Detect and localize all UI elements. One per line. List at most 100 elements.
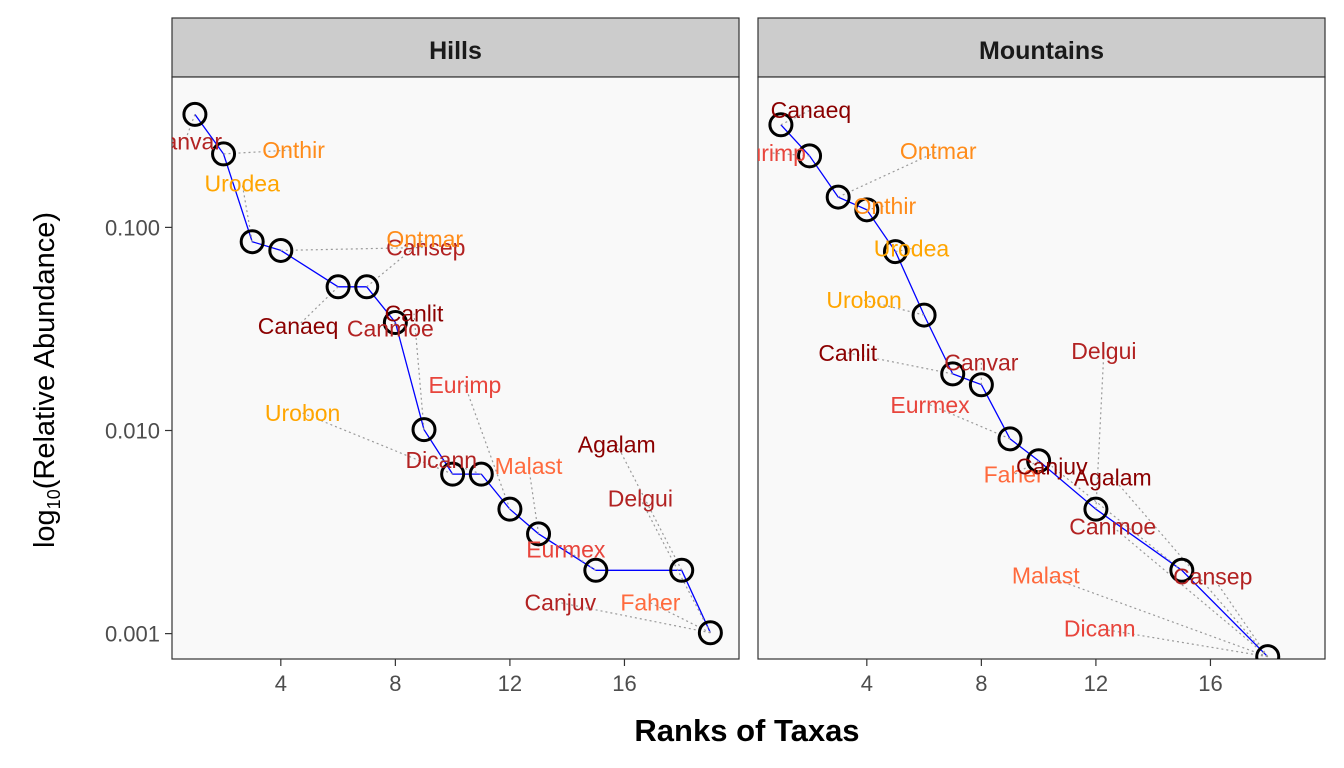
- x-tick-label: 4: [275, 671, 287, 696]
- panels-layer: Hills Canvar Onthir Urodea Cansep Canaeq Ontma…: [105, 17, 1326, 696]
- point-label: Urodea: [204, 171, 280, 197]
- point-label: Canaeq: [258, 313, 339, 339]
- label-guide: [302, 412, 453, 475]
- data-point: [1026, 448, 1052, 474]
- data-point: [382, 310, 408, 336]
- x-tick-label: 16: [1198, 671, 1222, 696]
- data-point: [854, 197, 880, 223]
- facet-strip-label: Hills: [429, 37, 482, 65]
- label-guide: [560, 602, 711, 634]
- label-guide: [565, 548, 597, 571]
- x-tick-label: 12: [1084, 671, 1108, 696]
- point-label: Ontmar: [386, 226, 463, 252]
- facet-strip: [171, 17, 740, 78]
- y-axis-title-rest: (Relative Abundance): [29, 212, 61, 489]
- data-point: [497, 496, 523, 522]
- plot-area: [757, 76, 1326, 660]
- point-label: Canmoe: [1069, 514, 1156, 540]
- point-label: Canjuv: [1016, 453, 1088, 479]
- plot-marks: Canvar Onthir Urodea Cansep Canaeq Ontmar Canm…: [148, 101, 723, 646]
- data-point: [325, 274, 351, 300]
- panel-mountains: Mountains Canaeq Eurimp Ontmar Onthir Urodea U…: [733, 17, 1326, 696]
- data-point: [411, 417, 437, 443]
- data-point: [526, 521, 552, 547]
- point-label: Eurimp: [733, 140, 806, 166]
- point-label: Eurmex: [526, 536, 606, 562]
- label-guide: [639, 498, 711, 634]
- y-axis-title: log10(Relative Abundance): [29, 212, 64, 548]
- x-tick-label: 16: [612, 671, 636, 696]
- y-tick-label: 0.001: [105, 622, 160, 647]
- point-label: Canlit: [385, 301, 444, 327]
- y-tick-label: 0.100: [105, 215, 160, 240]
- data-point: [797, 143, 823, 169]
- label-guide: [464, 384, 511, 510]
- data-point: [968, 372, 994, 398]
- point-label: Canvar: [148, 128, 222, 154]
- data-point: [211, 141, 237, 167]
- label-guide: [866, 205, 885, 211]
- plot-area: [171, 76, 740, 660]
- data-point: [768, 112, 794, 138]
- label-guide: [769, 152, 810, 157]
- label-guide: [837, 150, 939, 198]
- label-guide: [1095, 351, 1105, 510]
- point-label: Ontmar: [900, 138, 977, 164]
- point-label: Canaeq: [771, 97, 852, 123]
- label-guide: [1099, 628, 1268, 658]
- data-point: [882, 239, 908, 265]
- label-guide: [389, 322, 396, 329]
- point-label: Agalam: [578, 431, 656, 457]
- data-point: [697, 620, 723, 646]
- data-point: [669, 557, 695, 583]
- x-axis-title: Ranks of Taxas: [634, 713, 859, 748]
- point-label: Urobon: [826, 287, 901, 313]
- point-label: Delgui: [608, 486, 673, 512]
- point-label: Agalam: [1074, 465, 1152, 491]
- point-label: Urodea: [874, 236, 950, 262]
- point-label: Canlit: [818, 340, 877, 366]
- point-label: Malast: [1012, 563, 1080, 589]
- data-point: [440, 461, 466, 487]
- data-point: [468, 461, 494, 487]
- point-label: Eurimp: [428, 372, 501, 398]
- label-guide: [280, 246, 426, 252]
- label-guide: [616, 444, 683, 571]
- data-point: [1255, 644, 1281, 659]
- data-point: [268, 237, 294, 263]
- facet-strip-label: Mountains: [979, 37, 1104, 65]
- x-tick-label: 12: [498, 671, 522, 696]
- x-tick-label: 4: [861, 671, 873, 696]
- point-label: Onthir: [853, 193, 916, 219]
- y-axis-title-subscript: 10: [44, 489, 64, 509]
- point-label: Onthir: [262, 137, 325, 163]
- label-guide: [297, 286, 339, 327]
- point-label: Canmoe: [347, 316, 434, 342]
- point-label: Delgui: [1071, 338, 1136, 364]
- point-label: Cansep: [1173, 564, 1252, 590]
- data-point: [583, 557, 609, 583]
- point-label: Faher: [620, 590, 680, 616]
- facet-strip: [757, 17, 1326, 78]
- panel-hills: Hills Canvar Onthir Urodea Cansep Canaeq Ontma…: [105, 17, 740, 696]
- point-label: Dicann: [405, 447, 477, 473]
- label-guide: [780, 109, 812, 126]
- x-tick-label: 8: [975, 671, 987, 696]
- data-point: [1169, 557, 1195, 583]
- y-tick-label: 0.010: [105, 419, 160, 444]
- point-label: Malast: [495, 453, 563, 479]
- data-point: [1083, 496, 1109, 522]
- point-label: Faher: [984, 462, 1044, 488]
- data-point: [182, 101, 208, 127]
- label-guide: [1112, 526, 1269, 658]
- data-point: [940, 361, 966, 387]
- y-axis-title-main: log: [29, 509, 61, 548]
- label-guide: [1212, 576, 1269, 658]
- label-guide: [1045, 575, 1268, 658]
- data-point: [997, 426, 1023, 452]
- point-label: Eurmex: [890, 392, 970, 418]
- point-label: Dicann: [1064, 616, 1136, 642]
- point-label: Canjuv: [525, 590, 597, 616]
- data-point: [825, 184, 851, 210]
